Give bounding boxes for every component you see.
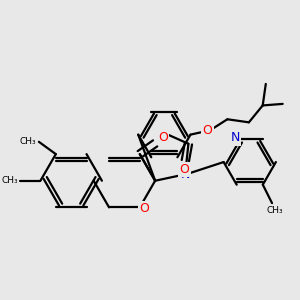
Text: O: O (158, 131, 168, 144)
Text: O: O (140, 202, 149, 215)
Text: N: N (230, 131, 240, 144)
Text: O: O (202, 124, 212, 136)
Text: N: N (181, 168, 190, 181)
Text: CH₃: CH₃ (20, 137, 37, 146)
Text: O: O (179, 163, 189, 176)
Text: CH₃: CH₃ (267, 206, 284, 215)
Text: CH₃: CH₃ (2, 176, 18, 185)
